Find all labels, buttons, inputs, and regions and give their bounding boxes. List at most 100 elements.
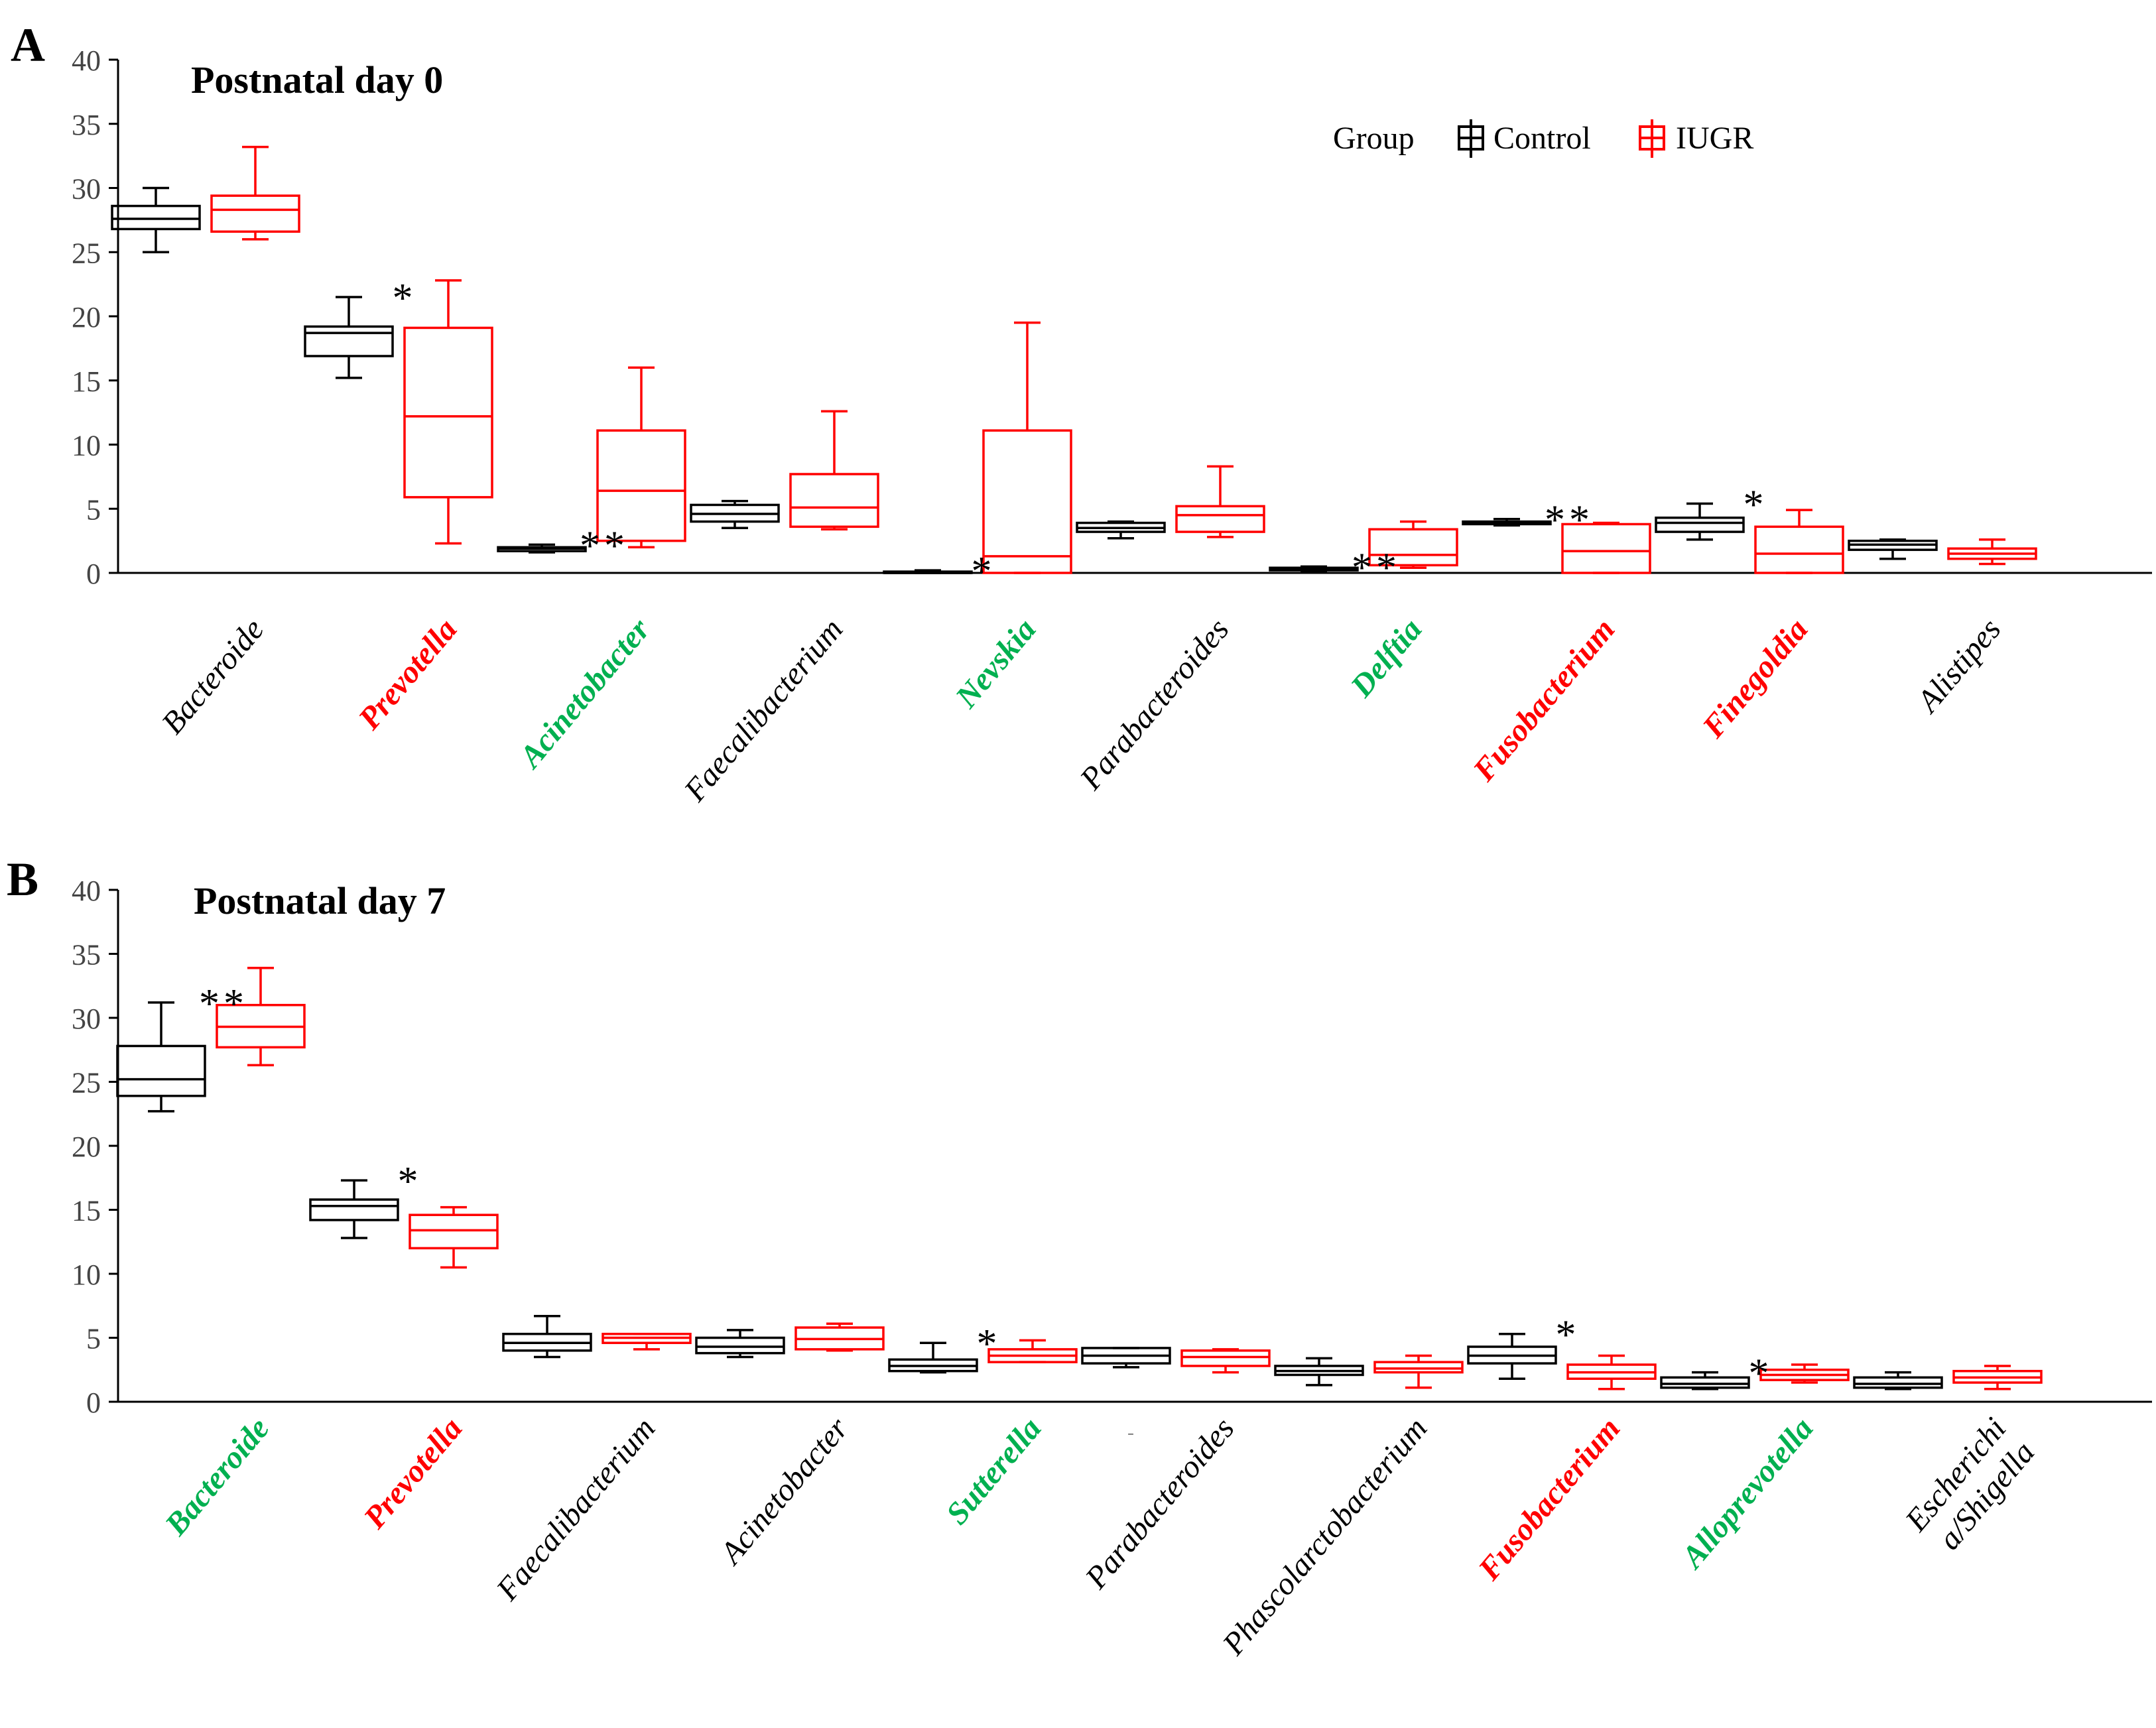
panel-a-box-iugr [1947,538,2037,566]
box-iqr [1655,517,1745,533]
panel-a-significance: * [393,276,417,321]
box-iqr [111,204,201,231]
box-iqr [116,1044,206,1097]
panel-a-category-label: Delftia [1344,612,1429,704]
panel-a-box-iugr [1175,465,1265,538]
panel-a-category-label: Fusobacterium [1466,612,1621,788]
panel-a-box-control [111,186,201,253]
panel-a-box-iugr [210,145,300,241]
panel-b-significance: * [977,1322,1001,1367]
box-iqr [1660,1376,1750,1389]
panel-b-category-label: Parabacteroides [1078,1411,1241,1596]
box-iqr [1368,528,1458,567]
box-iqr [982,429,1072,574]
box-iqr [1373,1361,1464,1374]
box-iqr [1853,1376,1943,1389]
legend-iugr-icon [1639,119,1665,158]
panel-a-box-iugr [1561,521,1651,574]
panel-a-box-iugr [1754,509,1844,574]
box-iqr [1561,523,1651,574]
box-iqr [1180,1349,1271,1367]
panel-b-category-label: Alloprevotella [1674,1411,1820,1576]
panel-b-y-tick-label: 15 [72,1195,101,1227]
panel-a-box-iugr [596,366,686,549]
legend-control-icon [1458,119,1484,158]
panel-b-box-control [1274,1357,1364,1387]
panel-a-y-tick-label: 25 [72,237,101,269]
panel-b-box-control [1660,1371,1750,1390]
panel-b-box-control [695,1329,785,1359]
panel-a-title: Postnatal day 0 [191,58,443,101]
box-iqr [596,429,686,542]
panel-a-significance: ** [1545,498,1594,543]
box-iqr [1754,525,1844,574]
panel-b-category-label: Faecalibacterium [489,1411,663,1607]
panel-b-category-label: Acinetobacter [712,1411,856,1572]
panel-a-category-label: Faecalibacterium [677,612,850,808]
panel-a-category-label: Alistipes [1909,612,2008,720]
panel-a-category-label: Prevotella [351,612,464,737]
panel-a-y-tick-label: 0 [86,558,101,590]
box-iqr [309,1198,399,1221]
panel-a-y-tick-label: 30 [72,173,101,206]
box-iqr [1175,505,1265,533]
panel-b-category-label: Prevotella [357,1411,470,1536]
panel-a-box-iugr [789,410,879,530]
panel-b-box-iugr [1373,1354,1464,1389]
panel-a-letter: A [11,19,45,72]
legend-control-label: Control [1493,121,1591,156]
panel-b-category-label: Sutterella [939,1411,1048,1531]
panel-b-box-iugr [602,1332,692,1351]
panel-b-y-tick-label: 35 [72,939,101,971]
panel-b-box-control [1853,1371,1943,1390]
panel-b-y-tick-label: 10 [72,1259,101,1291]
panel-b-y-tick-label: 25 [72,1067,101,1099]
box-iqr [403,326,493,499]
panel-a-category-label: Parabacteroides [1073,612,1236,797]
panel-b-y-tick-label: 0 [86,1387,101,1419]
panel-a-y-tick-label: 15 [72,365,101,398]
panel-a-significance: * [972,549,996,594]
panel-b-category-label: Fusobacterium [1471,1411,1627,1587]
panel-a-category-label: Nevskia [948,612,1043,715]
panel-a-box-control [690,499,780,530]
panel-a-y-tick-label: 5 [86,493,101,526]
panel-a-y-tick-label: 35 [72,109,101,141]
legend-title: Group [1333,121,1415,156]
panel-b-box-iugr [1566,1354,1657,1390]
panel-b-box-iugr [1759,1363,1850,1384]
box-iqr [304,325,394,357]
panel-b-letter: B [7,853,38,906]
panel-a-box-control [883,569,973,574]
panel-b-box-iugr [216,966,306,1067]
panel-b-box-control [502,1314,592,1359]
box-iqr [789,473,879,528]
panel-a-box-control [304,296,394,379]
panel-a-y-tick-label: 10 [72,430,101,462]
panel-a-box-control [1848,538,1938,560]
panel-b-significance: * [398,1159,422,1204]
panel-a-category-label: Bacteroide [155,612,271,741]
panel-b-box-control [1467,1332,1557,1381]
panel-b-significance: * [1749,1351,1773,1396]
panel-b-box-iugr [987,1339,1078,1363]
stray-mark: - [1127,1422,1134,1444]
panel-b-title: Postnatal day 7 [194,879,446,922]
panel-a-category-label: Acinetobacter [511,611,657,776]
box-iqr [210,194,300,233]
panel-b-category-label: Escherichia/Shigella [1898,1411,2041,1562]
panel-a-significance: ** [580,523,629,568]
panel-a-category-label: Finegoldia [1695,612,1814,745]
panel-b-box-control [1081,1347,1171,1369]
panel-a-box-iugr [982,321,1072,574]
panel-b-box-control [116,1001,206,1113]
panel-b-category-label: Bacteroide [158,1411,276,1542]
panel-b-y-tick-label: 20 [72,1131,101,1163]
legend: Group Control IUGR [1333,119,1753,158]
panel-b-y-tick-label: 40 [72,875,101,907]
legend-iugr-label: IUGR [1676,121,1753,156]
panel-a-box-control [1655,502,1745,541]
panel-b-significance: ** [199,981,248,1026]
panel-b: B Postnatal day 7 0510152025303540**Bact… [7,853,2152,1662]
panel-a-box-control [1269,565,1359,573]
